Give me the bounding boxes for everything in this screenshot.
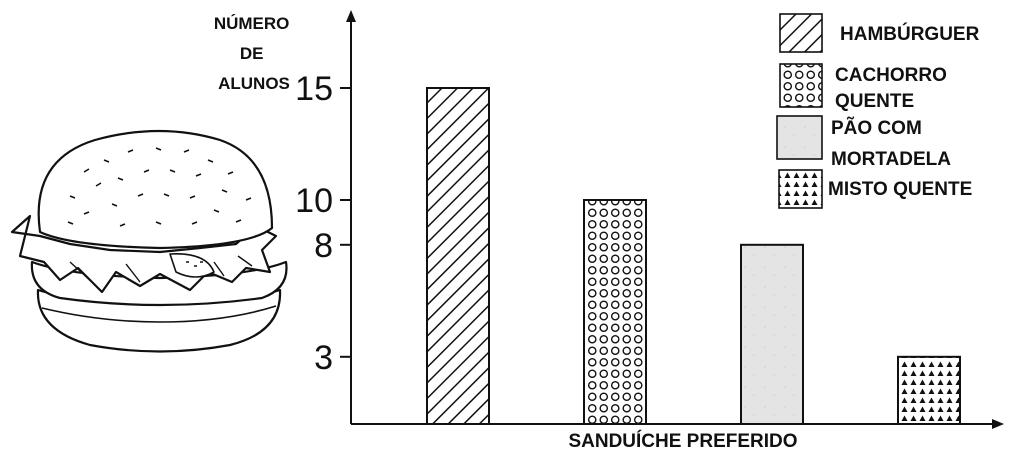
legend-item-misto-quente: MISTO QUENTE: [778, 169, 972, 209]
bar-cachorro-quente: [583, 199, 647, 425]
legend-label-cachorro-quente-line-1: CACHORRO: [835, 65, 947, 86]
legend-swatch-cachorro-quente: [779, 63, 823, 108]
y-tick-label-3: 3: [314, 339, 333, 377]
legend-item-cachorro-quente: CACHORRO QUENTE: [779, 63, 952, 112]
y-axis-title: NÚMERO DE ALUNOS: [214, 14, 294, 93]
legend-swatch-misto-quente: [778, 169, 823, 209]
bar-misto-quente: [897, 355, 961, 425]
legend-label-misto-quente: MISTO QUENTE: [828, 179, 972, 200]
bar-group: [426, 87, 961, 425]
x-axis-title: SANDUÍCHE PREFERIDO: [568, 430, 797, 452]
legend: HAMBÚRGUER CACHORRO QUENTE PÃO COM MORTA…: [776, 13, 980, 209]
bar-hamburguer: [426, 87, 490, 425]
legend-swatch-hamburguer: [779, 13, 823, 53]
svg-text:PÃO COM MORTADELA: PÃO COM MORTADELA: [831, 117, 951, 170]
y-tick-label-15: 15: [295, 70, 333, 108]
y-tick-label-10: 10: [295, 182, 333, 220]
hamburger-illustration-icon: [10, 129, 288, 353]
y-axis-title-line-3: ALUNOS: [218, 74, 290, 93]
legend-label-pao-com-mortadela-line-2: MORTADELA: [831, 149, 951, 170]
legend-label-pao-com-mortadela-line-1: PÃO COM: [831, 117, 922, 139]
y-axis-title-line-1: NÚMERO: [214, 14, 290, 33]
x-axis-arrow-icon: [992, 419, 1004, 429]
legend-item-hamburguer: HAMBÚRGUER: [779, 13, 980, 53]
legend-swatch-pao-com-mortadela: [776, 115, 823, 160]
legend-item-pao-com-mortadela: PÃO COM MORTADELA: [776, 115, 951, 170]
y-tick-label-8: 8: [314, 227, 333, 265]
legend-label-cachorro-quente-line-2: QUENTE: [835, 91, 914, 112]
bar-pao-com-mortadela: [740, 243, 804, 425]
legend-label-hamburguer: HAMBÚRGUER: [840, 23, 980, 45]
y-tick-group: 3 8 10 15: [295, 70, 351, 377]
y-axis-arrow-icon: [346, 10, 356, 22]
svg-text:CACHORRO QUENTE: CACHORRO QUENTE: [835, 65, 952, 112]
y-axis-title-line-2: DE: [240, 44, 264, 63]
svg-text:HAMBÚRGUER: HAMBÚRGUER: [840, 23, 980, 45]
svg-text:MISTO QUENTE: MISTO QUENTE: [828, 179, 972, 200]
